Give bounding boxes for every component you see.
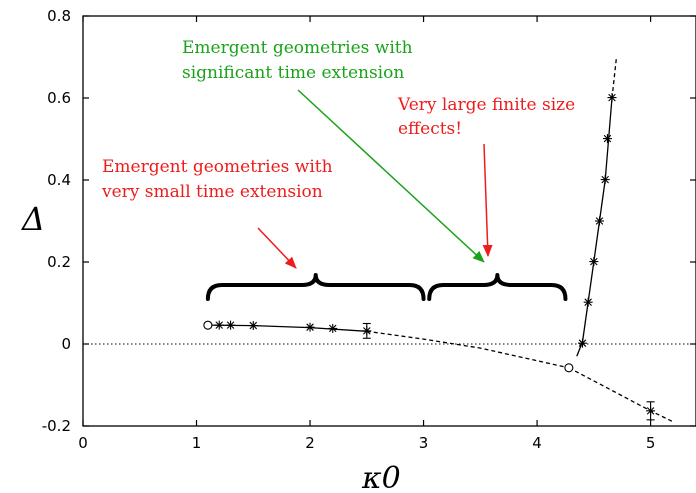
y-axis-title: Δ [20, 200, 45, 238]
y-tick-label: 0.6 [47, 89, 71, 107]
annotation-arrows [257, 89, 493, 269]
annotation-green-line-1: Emergent geometries with [182, 38, 413, 58]
data-points [203, 93, 656, 416]
data-point-star [589, 257, 599, 267]
x-tick-label: 4 [532, 434, 542, 452]
star-stroke [249, 321, 258, 330]
star-stroke [306, 323, 314, 331]
error-bars [362, 322, 655, 421]
x-tick-label: 2 [305, 434, 315, 452]
data-point-star [362, 326, 372, 336]
curly-brace [205, 273, 426, 301]
x-tick-label: 3 [419, 434, 429, 452]
arrow-green [297, 89, 485, 263]
star-stroke [584, 298, 592, 306]
fit-curve-right-solid [576, 97, 613, 357]
annotation-small-time-line-1: Emergent geometries with [102, 157, 333, 177]
star-stroke [603, 134, 612, 143]
annotation-finite-size-line-2: effects! [398, 119, 462, 139]
star-stroke [590, 257, 598, 266]
data-point-star [305, 322, 315, 332]
y-tick-label: 0.2 [47, 253, 71, 271]
fit-curve-left-dashed [366, 330, 570, 369]
data-point-star [577, 338, 587, 348]
star-stroke [646, 407, 655, 415]
star-stroke [328, 324, 337, 333]
star-stroke [226, 321, 235, 329]
y-tick-label: 0.8 [47, 7, 71, 25]
braces [205, 273, 568, 301]
plot-frame [82, 15, 696, 427]
data-point-star [583, 297, 593, 307]
x-axis-title: κ0 [361, 461, 401, 493]
data-point-star [646, 406, 656, 416]
data-point-star [602, 134, 612, 144]
data-point-star [328, 323, 338, 333]
arrow-red-finite-size [482, 143, 493, 257]
arrow-red-small-time [257, 227, 297, 269]
y-tick-label: 0 [61, 335, 71, 353]
data-point-star [607, 93, 617, 103]
star-stroke [363, 327, 371, 335]
x-axis: 0 1 2 3 4 5 [78, 16, 655, 452]
y-tick-label: -0.2 [42, 417, 71, 435]
x-tick-label: 0 [78, 434, 88, 452]
data-point-star [600, 175, 610, 185]
annotation-finite-size-line-1: Very large finite size [397, 95, 575, 115]
x-tick-label: 5 [646, 434, 656, 452]
data-point-star [595, 216, 605, 226]
fit-curve-right-dashed-top [611, 56, 618, 99]
data-point-star [248, 321, 258, 331]
data-point-star [226, 320, 236, 330]
y-tick-label: 0.4 [47, 171, 71, 189]
data-point-circle [203, 320, 213, 330]
data-point-circle [564, 363, 574, 373]
star-stroke [608, 93, 616, 102]
curly-brace [427, 273, 568, 301]
fit-curve-right-dashed-bottom [568, 367, 674, 423]
star-stroke [595, 217, 604, 225]
star-stroke [578, 339, 587, 347]
star-stroke [215, 321, 223, 329]
annotation-green-line-2: significant time extension [182, 63, 404, 83]
annotation-small-time-line-2: very small time extension [101, 182, 323, 202]
y-axis: -0.2 0 0.2 0.4 0.6 0.8 [42, 7, 696, 435]
star-stroke [601, 175, 609, 184]
x-tick-label: 1 [192, 434, 202, 452]
data-point-star [214, 320, 224, 330]
